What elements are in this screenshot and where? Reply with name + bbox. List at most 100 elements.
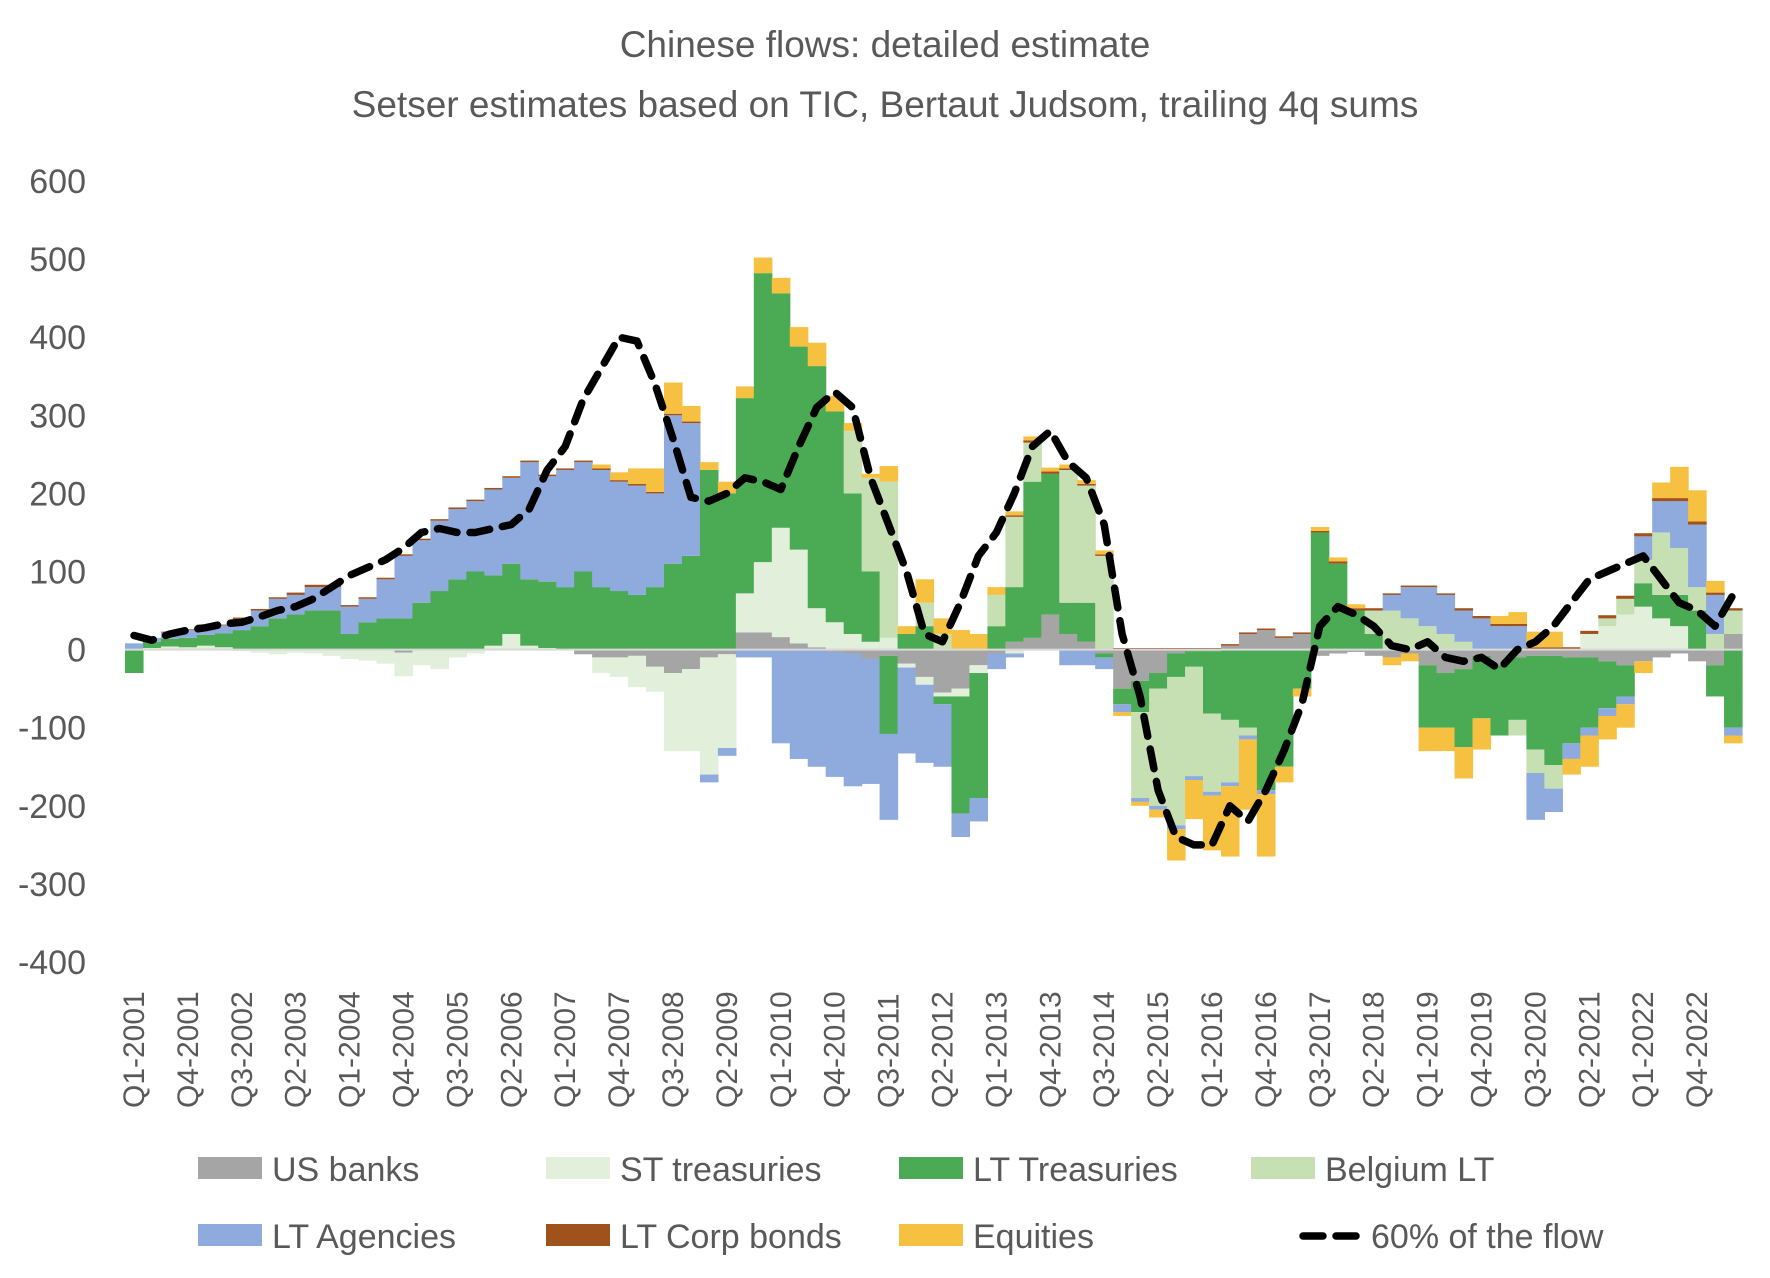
bar-us-banks xyxy=(610,649,629,658)
bar-lt-treasuries xyxy=(610,591,629,650)
bar-belgium-lt xyxy=(1005,516,1024,588)
bar-st-treasuries xyxy=(502,633,521,650)
bar-us-banks xyxy=(628,649,647,656)
bar-us-banks xyxy=(915,649,935,677)
bar-lt-agencies xyxy=(1544,788,1563,813)
bar-equities xyxy=(1400,653,1420,662)
bar-lt-agencies xyxy=(1436,594,1456,634)
bar-st-treasuries xyxy=(861,641,881,650)
bar-equities xyxy=(1041,467,1060,472)
bar-lt-agencies xyxy=(915,684,935,763)
bar-lt-corp-bonds xyxy=(1580,630,1599,634)
bar-belgium-lt xyxy=(843,430,863,494)
legend-swatch-belgium-lt xyxy=(1251,1157,1315,1179)
bar-us-banks xyxy=(1023,637,1042,650)
bar-lt-corp-bonds xyxy=(1274,636,1294,638)
bar-series-group xyxy=(125,257,1743,861)
bar-belgium-lt xyxy=(1688,587,1707,611)
bar-lt-agencies xyxy=(1149,805,1168,810)
bar-lt-agencies xyxy=(574,462,593,572)
bar-us-banks xyxy=(1149,649,1168,674)
bar-lt-treasuries xyxy=(1472,655,1492,719)
bar-lt-agencies xyxy=(753,649,773,658)
x-tick-label: Q4-2022 xyxy=(1681,991,1714,1108)
bar-us-banks xyxy=(1005,641,1024,650)
bar-lt-corp-bonds xyxy=(1706,592,1725,595)
bar-lt-corp-bonds xyxy=(574,460,593,463)
bar-belgium-lt xyxy=(1634,559,1653,584)
bar-us-banks xyxy=(969,649,988,666)
bar-equities xyxy=(861,473,881,478)
bar-us-banks xyxy=(825,649,845,652)
bar-lt-agencies xyxy=(987,653,1006,670)
bar-us-banks xyxy=(1041,614,1060,650)
bar-us-banks xyxy=(1238,633,1258,650)
bar-lt-agencies xyxy=(1220,782,1240,787)
bar-equities xyxy=(681,405,701,422)
bar-us-banks xyxy=(753,632,773,650)
bar-st-treasuries xyxy=(1580,633,1599,650)
bar-belgium-lt xyxy=(1544,765,1563,789)
bar-lt-treasuries xyxy=(304,610,324,650)
bar-belgium-lt xyxy=(1670,548,1689,595)
bar-us-banks xyxy=(1346,649,1366,652)
x-tick-label: Q2-2015 xyxy=(1142,991,1175,1108)
bar-us-banks xyxy=(951,649,971,689)
bar-us-banks xyxy=(1580,649,1599,658)
bar-lt-treasuries xyxy=(178,637,198,648)
bar-st-treasuries xyxy=(520,645,539,650)
bar-st-treasuries xyxy=(699,657,719,775)
bar-lt-corp-bonds xyxy=(1454,608,1474,611)
bar-equities xyxy=(1454,747,1474,779)
bar-lt-treasuries xyxy=(1185,651,1204,667)
x-tick-label: Q2-2003 xyxy=(280,991,313,1108)
bar-lt-treasuries xyxy=(951,696,971,814)
bar-st-treasuries xyxy=(681,669,701,752)
bar-lt-corp-bonds xyxy=(1220,644,1240,646)
bar-lt-treasuries xyxy=(556,587,575,650)
bar-lt-corp-bonds xyxy=(610,480,629,482)
bar-st-treasuries xyxy=(843,633,863,650)
bar-st-treasuries xyxy=(807,608,827,648)
bar-us-banks xyxy=(1364,649,1384,656)
bar-st-treasuries xyxy=(214,647,234,650)
bar-us-banks xyxy=(646,649,665,667)
legend-swatch-us-banks xyxy=(198,1157,262,1179)
bar-belgium-lt xyxy=(1095,555,1114,650)
bar-us-banks xyxy=(1670,649,1689,654)
bar-belgium-lt xyxy=(1706,633,1725,650)
bar-equities xyxy=(1418,727,1438,752)
bar-lt-treasuries xyxy=(520,579,539,646)
legend: US banks ST treasuries LT Treasuries Belgiu… xyxy=(198,1151,1604,1256)
legend-label-belgium-lt: Belgium LT xyxy=(1325,1151,1494,1189)
bar-lt-treasuries xyxy=(412,602,432,650)
bar-lt-treasuries xyxy=(1095,653,1114,658)
bar-us-banks xyxy=(1634,649,1653,662)
bar-lt-agencies xyxy=(1131,797,1150,802)
bar-lt-corp-bonds xyxy=(286,592,306,595)
bar-lt-agencies xyxy=(1059,649,1078,666)
legend-label-lt-corp-bonds: LT Corp bonds xyxy=(620,1218,842,1256)
bar-lt-corp-bonds xyxy=(502,476,521,478)
bar-equities xyxy=(699,462,719,470)
bar-lt-treasuries xyxy=(142,641,162,649)
bar-lt-treasuries xyxy=(574,571,593,650)
legend-label-st-treasuries: ST treasuries xyxy=(620,1151,822,1189)
bar-st-treasuries xyxy=(1634,606,1653,650)
bar-st-treasuries xyxy=(897,663,917,668)
bar-lt-treasuries xyxy=(915,626,935,650)
bar-equities xyxy=(1256,794,1276,857)
bar-us-banks xyxy=(735,632,755,650)
bar-lt-corp-bonds xyxy=(1526,647,1545,650)
y-tick-label: -400 xyxy=(18,944,86,982)
bar-lt-treasuries xyxy=(1634,583,1653,607)
bar-lt-corp-bonds xyxy=(1292,632,1312,634)
y-tick-label: 200 xyxy=(29,475,86,513)
bar-lt-treasuries xyxy=(933,696,953,705)
bar-lt-agencies xyxy=(771,649,791,744)
x-tick-label: Q3-2011 xyxy=(873,993,906,1108)
bar-lt-agencies xyxy=(969,797,988,822)
bar-lt-corp-bonds xyxy=(448,507,467,510)
bar-lt-treasuries xyxy=(1238,649,1258,728)
x-tick-label: Q4-2010 xyxy=(819,991,852,1108)
